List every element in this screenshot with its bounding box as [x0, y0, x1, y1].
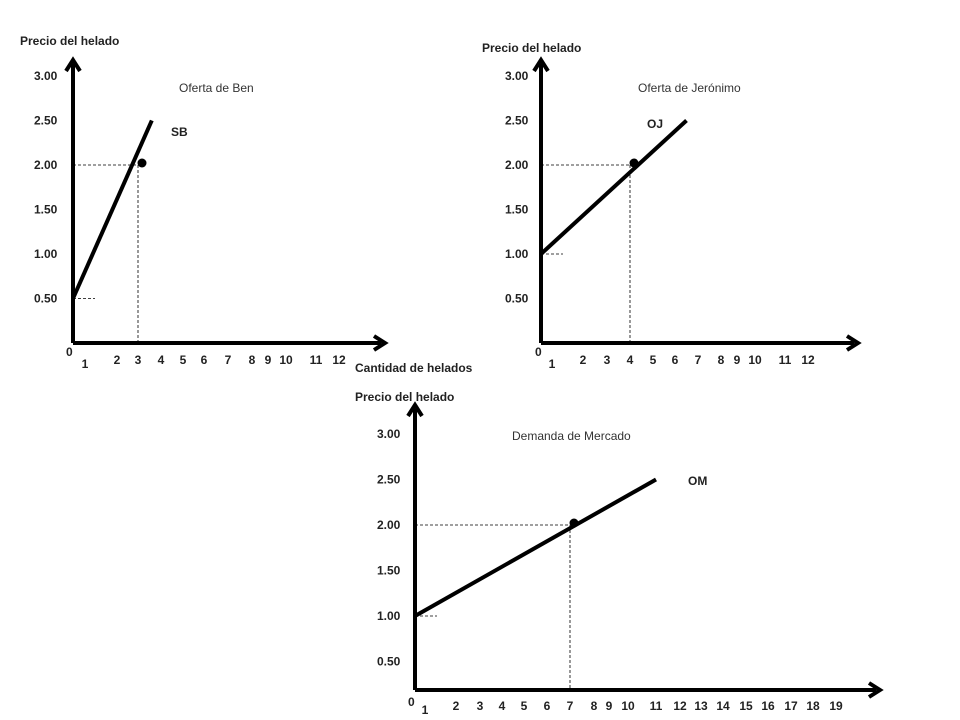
y-axis-arrowhead: [64, 56, 82, 73]
x-tick-label: 10: [748, 353, 762, 367]
series-label: OM: [688, 474, 707, 488]
x-tick-label: 4: [499, 699, 506, 713]
y-tick-label: 1.00: [505, 247, 529, 261]
y-axis-label: Precio del helado: [482, 41, 581, 55]
x-tick-label: 4: [158, 353, 165, 367]
y-tick-label: 2.50: [34, 114, 58, 128]
x-tick-label: 7: [695, 353, 702, 367]
x-axis-label: Cantidad de helados: [355, 361, 473, 375]
y-tick-label: 1.50: [505, 203, 529, 217]
x-tick-label: 18: [806, 699, 820, 713]
origin-label: 0: [408, 695, 415, 709]
y-tick-label: 0.50: [34, 292, 58, 306]
x-tick-label: 10: [279, 353, 293, 367]
x-tick-label: 5: [650, 353, 657, 367]
x-tick-label: 10: [621, 699, 635, 713]
y-tick-label: 2.00: [505, 158, 529, 172]
y-axis-arrowhead: [406, 401, 424, 418]
x-tick-label: 7: [567, 699, 574, 713]
x-tick-label: 16: [761, 699, 775, 713]
series-label: SB: [171, 125, 188, 139]
x-axis-arrowhead: [845, 334, 862, 352]
supply-line: [539, 119, 688, 256]
y-tick-label: 2.00: [34, 158, 58, 172]
x-tick-label: 12: [801, 353, 815, 367]
origin-label: 0: [535, 345, 542, 359]
x-tick-label: 19: [829, 699, 843, 713]
supply-line: [414, 477, 657, 618]
x-tick-label: 13: [694, 699, 708, 713]
x-tick-label: 9: [606, 699, 613, 713]
y-tick-label: 3.00: [34, 69, 58, 83]
x-tick-label: 11: [650, 699, 663, 713]
x-tick-label: 8: [249, 353, 256, 367]
x-tick-label: 5: [180, 353, 187, 367]
x-tick-label: 6: [201, 353, 208, 367]
y-tick-label: 1.00: [377, 609, 401, 623]
x-tick-label: 15: [739, 699, 753, 713]
y-tick-label: 1.50: [34, 203, 58, 217]
y-tick-label: 3.00: [377, 427, 401, 441]
x-tick-label: 17: [784, 699, 798, 713]
x-tick-label: 1: [82, 357, 89, 371]
x-tick-label: 2: [453, 699, 460, 713]
x-tick-label: 9: [265, 353, 272, 367]
chart-title: Demanda de Mercado: [512, 429, 631, 443]
y-axis-label: Precio del helado: [20, 34, 119, 48]
x-tick-label: 7: [225, 353, 232, 367]
y-axis-arrowhead: [532, 56, 550, 73]
x-tick-label: 3: [135, 353, 142, 367]
highlight-point: [569, 518, 579, 528]
chart-title: Oferta de Ben: [179, 81, 254, 95]
x-tick-label: 11: [779, 353, 792, 367]
y-tick-label: 1.00: [34, 247, 58, 261]
y-axis-label: Precio del helado: [355, 390, 454, 404]
x-axis-arrowhead: [372, 334, 389, 352]
y-tick-label: 0.50: [505, 292, 529, 306]
x-tick-label: 4: [627, 353, 634, 367]
origin-label: 0: [66, 345, 73, 359]
x-axis-arrowhead: [867, 681, 884, 699]
y-tick-label: 0.50: [377, 655, 401, 669]
x-tick-label: 3: [604, 353, 611, 367]
x-tick-label: 2: [114, 353, 121, 367]
chart-title: Oferta de Jerónimo: [638, 81, 741, 95]
y-tick-label: 1.50: [377, 564, 401, 578]
y-tick-label: 2.00: [377, 518, 401, 532]
x-tick-label: 12: [673, 699, 687, 713]
x-tick-label: 6: [672, 353, 679, 367]
x-tick-label: 3: [477, 699, 484, 713]
x-tick-label: 8: [591, 699, 598, 713]
x-tick-label: 6: [544, 699, 551, 713]
x-tick-label: 5: [521, 699, 528, 713]
x-tick-label: 11: [310, 353, 323, 367]
y-tick-label: 3.00: [505, 69, 529, 83]
highlight-point: [629, 158, 639, 168]
x-tick-label: 8: [718, 353, 725, 367]
x-tick-label: 1: [549, 357, 556, 371]
x-tick-label: 14: [716, 699, 730, 713]
highlight-point: [137, 158, 147, 168]
x-tick-label: 2: [580, 353, 587, 367]
x-tick-label: 12: [332, 353, 346, 367]
y-tick-label: 2.50: [505, 114, 529, 128]
x-tick-label: 9: [734, 353, 741, 367]
series-label: OJ: [647, 117, 663, 131]
supply-line: [71, 119, 154, 300]
x-tick-label: 1: [422, 703, 429, 717]
y-tick-label: 2.50: [377, 473, 401, 487]
